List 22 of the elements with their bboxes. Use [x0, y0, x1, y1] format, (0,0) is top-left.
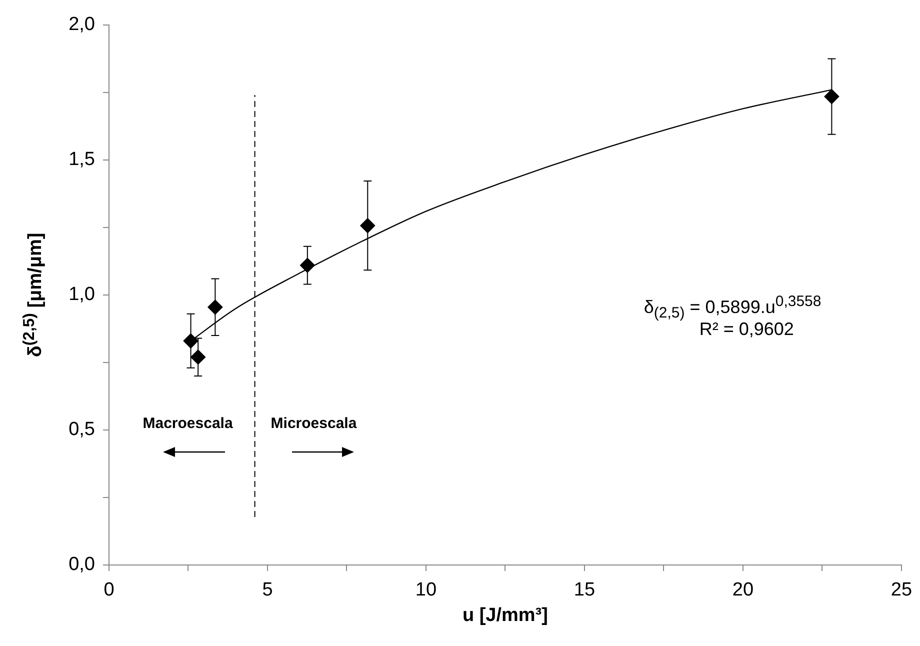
x-tick-label: 5	[262, 580, 273, 601]
y-tick-label: 1,0	[68, 284, 95, 306]
x-tick-label: 20	[732, 580, 754, 601]
y-tick-label: 2,0	[68, 14, 95, 36]
point	[183, 333, 198, 348]
x-tick-label: 10	[415, 580, 437, 601]
x-axis-title: u [J/mm³]	[461, 605, 549, 627]
annotation: Microescala	[270, 415, 357, 432]
x-tick-label: 15	[574, 580, 596, 601]
point	[824, 89, 840, 104]
y-tick-label: 0,0	[68, 554, 95, 576]
x-tick-label: 25	[890, 580, 912, 601]
point	[208, 300, 223, 315]
y-tick-label: 1,5	[68, 149, 95, 170]
point	[190, 350, 206, 365]
point	[360, 218, 376, 234]
y-tick-label: 0,5	[68, 419, 95, 440]
annotation: δ$_{(2,5)}$ = 0,5899.u$^{0,3558}$	[644, 293, 822, 322]
point	[300, 258, 315, 273]
annotation: Macroescala	[142, 415, 233, 432]
x-tick-label: 0	[104, 580, 114, 601]
annotation: R² = 0,9602	[699, 319, 794, 340]
